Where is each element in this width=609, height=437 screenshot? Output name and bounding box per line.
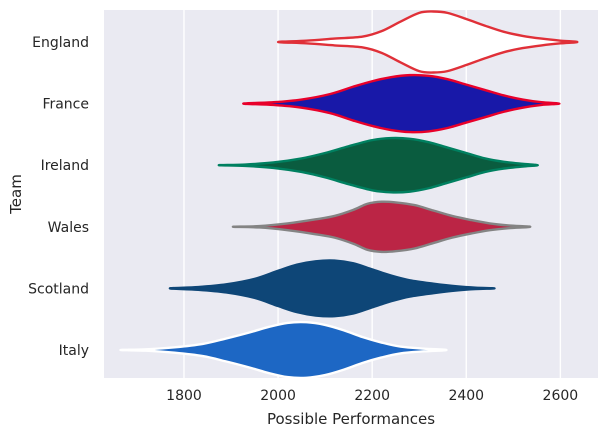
violin-wales — [231, 200, 532, 254]
y-axis-label: Team — [7, 174, 25, 215]
violin-scotland — [168, 259, 496, 318]
plot-background — [104, 10, 598, 378]
x-tick-label: 2200 — [354, 388, 390, 404]
y-tick-label-england: England — [32, 35, 89, 51]
x-tick-label: 2600 — [543, 388, 579, 404]
y-tick-label-scotland: Scotland — [28, 281, 89, 297]
violin-england — [276, 10, 579, 74]
violins — [119, 10, 579, 380]
gridlines — [183, 10, 562, 378]
x-tick-label: 2000 — [260, 388, 296, 404]
y-tick-label-ireland: Ireland — [41, 158, 89, 174]
x-tick-label: 1800 — [166, 388, 202, 404]
y-tick-label-wales: Wales — [48, 220, 89, 236]
x-axis-label: Possible Performances — [267, 410, 435, 428]
violin-ireland — [217, 136, 539, 194]
x-tick-labels: 1800 2000 2200 2400 2600 — [166, 388, 578, 404]
y-tick-label-france: France — [42, 97, 89, 113]
x-tick-label: 2400 — [448, 388, 484, 404]
violin-italy — [119, 320, 448, 380]
violin-france — [242, 73, 561, 134]
y-tick-label-italy: Italy — [59, 343, 89, 359]
y-tick-labels: England France Ireland Wales Scotland Italy — [28, 35, 89, 359]
